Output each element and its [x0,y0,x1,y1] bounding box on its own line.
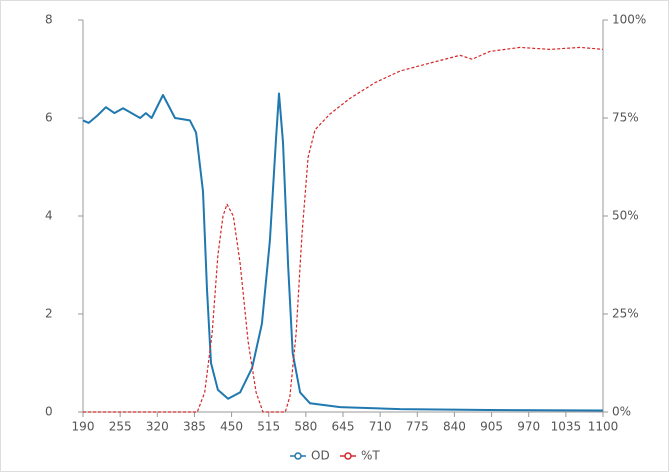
y2-tick-label: 25% [612,307,639,321]
legend-item: OD [290,449,330,463]
x-tick-label: 645 [332,420,355,434]
legend-marker [344,452,352,460]
x-tick-label: 840 [443,420,466,434]
x-tick-label: 450 [220,420,243,434]
y-tick-label: 0 [45,405,53,419]
line [82,92,604,412]
x-tick-label: 385 [183,420,206,434]
x-tick-label: 775 [406,420,429,434]
y2-tick-label: 50% [612,209,639,223]
x-tick-label: 905 [480,420,503,434]
y-tick-label: 6 [45,111,53,125]
x-tick-label: 580 [294,420,317,434]
x-tick-label: 1100 [588,420,619,434]
x-tick-label: 190 [72,420,95,434]
x-tick-label: 710 [369,420,392,434]
x-tick-label: 970 [517,420,540,434]
x-tick-label: 255 [109,420,132,434]
y-tick-label: 4 [45,209,53,223]
y2-tick-label: 75% [612,111,639,125]
legend-marker [294,452,302,460]
x-tick-label: 1035 [551,420,582,434]
legend-label: OD [311,449,330,463]
y2-tick-label: 0% [612,405,631,419]
y-tick-label: 8 [45,13,53,27]
y2-tick-label: 100% [612,13,646,27]
line [83,46,604,413]
x-tick-label: 320 [146,420,169,434]
x-tick-label: 515 [257,420,280,434]
legend-label: %T [361,449,380,463]
y-tick-label: 2 [45,307,53,321]
legend-item: %T [340,449,380,463]
